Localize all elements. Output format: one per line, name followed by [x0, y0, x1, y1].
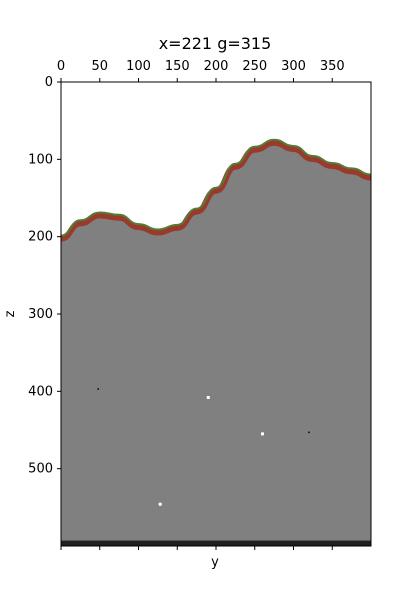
y-tick-label: 300	[28, 307, 53, 322]
surface-band-red	[60, 139, 372, 242]
speckles-layer	[97, 388, 310, 506]
x-tick-label: 0	[57, 59, 65, 74]
x-axis-ticks: 0 50 100 150 200 250 300 350	[57, 59, 345, 550]
bottom-noise-band	[61, 540, 371, 546]
x-tick-label: 200	[204, 59, 229, 74]
speckle-point	[206, 396, 210, 400]
x-axis-label: y	[211, 555, 219, 570]
y-tick-label: 100	[28, 152, 53, 167]
y-tick-label: 400	[28, 384, 53, 399]
x-tick-label: 100	[126, 59, 151, 74]
surface-band-green	[60, 138, 372, 237]
y-axis-ticks: 0 100 200 300 400 500	[28, 75, 61, 477]
x-tick-label: 350	[320, 59, 345, 74]
speckle-point	[158, 502, 162, 506]
y-tick-label: 200	[28, 230, 53, 245]
x-tick-label: 300	[281, 59, 306, 74]
speckle-point	[97, 388, 99, 390]
y-tick-label: 0	[45, 75, 53, 90]
noise-strip	[61, 540, 371, 546]
speckle-point	[261, 432, 264, 436]
x-tick-label: 50	[91, 59, 108, 74]
x-tick-label: 250	[242, 59, 267, 74]
chart-title: x=221 g=315	[159, 34, 272, 53]
data-fill-area	[61, 140, 371, 547]
speckle-point	[308, 431, 310, 434]
x-tick-label: 150	[165, 59, 190, 74]
y-tick-label: 500	[28, 462, 53, 477]
y-axis-label: z	[3, 310, 18, 317]
